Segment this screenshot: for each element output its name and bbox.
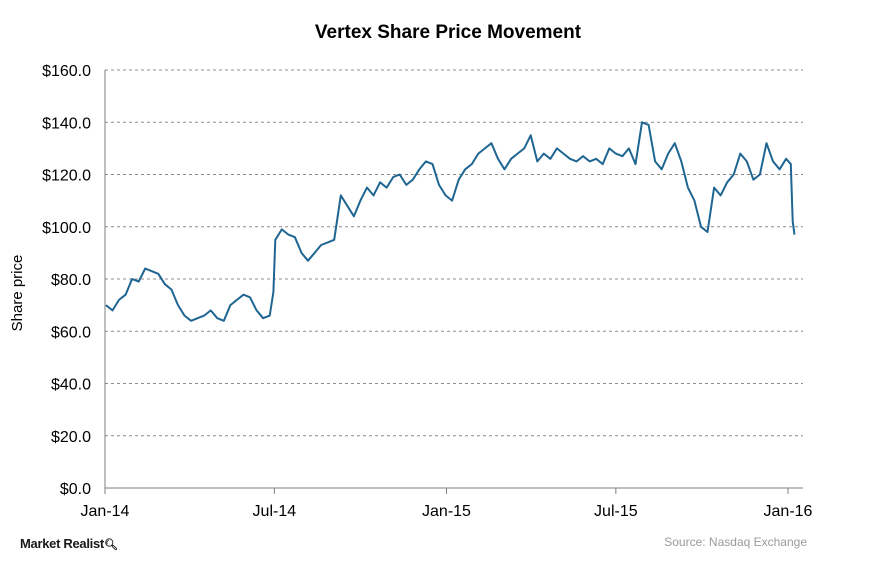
y-tick-label: $20.0 — [51, 429, 91, 446]
y-tick-labels: $0.0 $20.0 $40.0 $60.0 $80.0 $100.0 $120.0 $140… — [42, 63, 91, 498]
x-tick-labels: Jan-14 Jul-14 Jan-15 Jul-15 Jan-16 — [81, 503, 813, 520]
x-tick-label: Jul-14 — [253, 503, 297, 520]
y-tick-label: $40.0 — [51, 377, 91, 394]
brand-logo: Market Realist🔍︎ — [20, 536, 118, 551]
y-tick-label: $60.0 — [51, 324, 91, 341]
series-line-share-price — [105, 121, 796, 322]
axes — [104, 70, 803, 494]
source-note: Source: Nasdaq Exchange — [664, 535, 807, 549]
gridlines — [105, 69, 803, 437]
x-tick-label: Jan-14 — [81, 503, 130, 520]
y-axis-label: Share price — [9, 255, 26, 332]
y-tick-label: $100.0 — [42, 220, 91, 237]
x-tick-label: Jan-15 — [422, 503, 471, 520]
x-tick-label: Jul-15 — [594, 503, 638, 520]
y-tick-label: $80.0 — [51, 272, 91, 289]
brand-name: Market Realist — [20, 536, 104, 551]
x-tick-label: Jan-16 — [764, 503, 813, 520]
y-tick-label: $160.0 — [42, 63, 91, 80]
y-tick-label: $140.0 — [42, 115, 91, 132]
y-tick-label: $120.0 — [42, 168, 91, 185]
magnifier-icon: 🔍︎ — [103, 539, 118, 551]
chart-title: Vertex Share Price Movement — [315, 22, 582, 43]
y-tick-label: $0.0 — [60, 481, 91, 498]
